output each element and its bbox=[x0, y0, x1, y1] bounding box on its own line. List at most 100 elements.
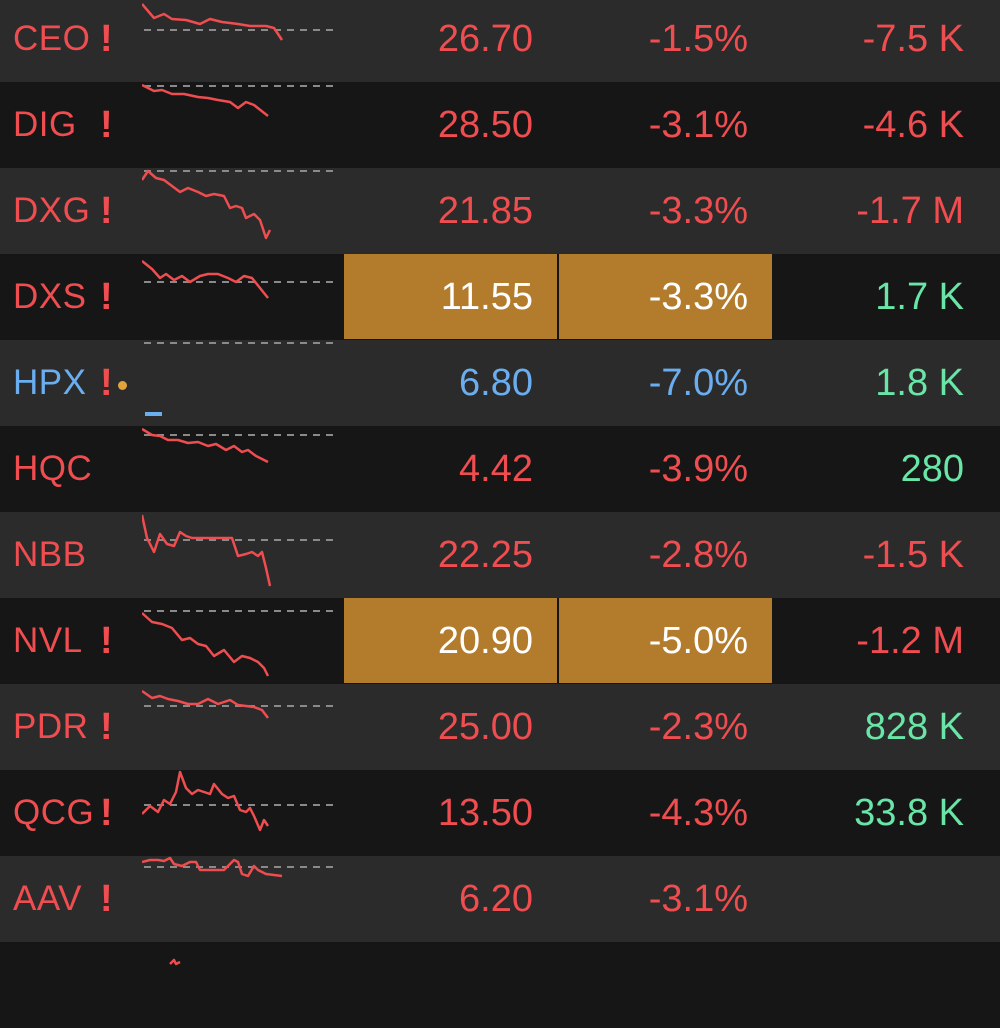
volume-value: 280 bbox=[900, 448, 964, 490]
sparkline-path bbox=[142, 856, 283, 878]
price-cell[interactable]: 13.50 bbox=[344, 770, 557, 855]
table-row[interactable]: HQC 4.42 -3.9% 280 bbox=[0, 426, 1000, 512]
percent-change-cell[interactable]: -3.3% bbox=[559, 168, 772, 253]
price-value: 11.55 bbox=[440, 276, 533, 318]
price-cell[interactable]: 11.55 bbox=[344, 254, 557, 339]
volume-cell[interactable]: 33.8 K bbox=[774, 770, 1000, 855]
percent-change-cell[interactable]: -3.1% bbox=[559, 82, 772, 167]
warning-exclamation-icon: ! bbox=[100, 878, 113, 920]
ticker-symbol[interactable]: HQC bbox=[13, 449, 93, 488]
price-cell[interactable]: 22.25 bbox=[344, 512, 557, 597]
symbol-cell[interactable]: DIG! bbox=[0, 82, 141, 167]
percent-change-value: -3.9% bbox=[648, 448, 748, 490]
symbol-cell[interactable]: DXG! bbox=[0, 168, 141, 253]
ticker-symbol[interactable]: DXG bbox=[13, 191, 91, 230]
sparkline-path bbox=[142, 689, 269, 719]
volume-cell[interactable]: -1.2 M bbox=[774, 598, 1000, 683]
symbol-cell[interactable]: PDR! bbox=[0, 684, 141, 769]
symbol-cell[interactable]: CEO! bbox=[0, 0, 141, 81]
sparkline-chart-icon bbox=[142, 0, 342, 81]
percent-change-cell[interactable]: -1.5% bbox=[559, 0, 772, 81]
table-row[interactable]: AAV! 6.20 -3.1% bbox=[0, 856, 1000, 942]
percent-change-cell[interactable]: -7.0% bbox=[559, 340, 772, 425]
table-row[interactable]: DXS! 11.55 -3.3% 1.7 K bbox=[0, 254, 1000, 340]
symbol-cell[interactable] bbox=[0, 942, 141, 1027]
volume-cell[interactable]: 1.7 K bbox=[774, 254, 1000, 339]
ticker-symbol[interactable]: DIG bbox=[13, 105, 77, 144]
volume-value: -4.6 K bbox=[862, 104, 964, 146]
sparkline-svg bbox=[142, 514, 338, 587]
percent-change-cell[interactable]: -4.3% bbox=[559, 770, 772, 855]
symbol-cell[interactable]: HPX! bbox=[0, 340, 141, 425]
volume-cell[interactable] bbox=[774, 942, 1000, 1027]
ticker-symbol[interactable]: DXS bbox=[13, 277, 87, 316]
ticker-symbol[interactable]: HPX bbox=[13, 363, 87, 402]
volume-cell[interactable]: 280 bbox=[774, 426, 1000, 511]
percent-change-cell[interactable]: -3.1% bbox=[559, 856, 772, 941]
ticker-symbol[interactable]: QCG bbox=[13, 793, 95, 832]
ticker-symbol[interactable]: PDR bbox=[13, 707, 89, 746]
sparkline-svg bbox=[142, 689, 338, 719]
volume-cell[interactable]: -4.6 K bbox=[774, 82, 1000, 167]
price-cell[interactable]: 26.70 bbox=[344, 0, 557, 81]
table-row[interactable]: QCG! 13.50 -4.3% 33.8 K bbox=[0, 770, 1000, 856]
volume-cell[interactable] bbox=[774, 856, 1000, 941]
volume-cell[interactable]: -7.5 K bbox=[774, 0, 1000, 81]
sparkline-svg bbox=[142, 610, 338, 677]
price-value: 22.25 bbox=[437, 534, 533, 576]
percent-change-cell[interactable]: -3.9% bbox=[559, 426, 772, 511]
price-cell[interactable]: 20.90 bbox=[344, 598, 557, 683]
percent-change-value: -3.1% bbox=[648, 104, 748, 146]
sparkline-chart-icon bbox=[142, 598, 342, 683]
symbol-cell[interactable]: NBB bbox=[0, 512, 141, 597]
warning-exclamation-icon: ! bbox=[100, 276, 113, 318]
volume-cell[interactable]: 1.8 K bbox=[774, 340, 1000, 425]
table-row[interactable] bbox=[0, 942, 1000, 1028]
price-cell[interactable]: 6.20 bbox=[344, 856, 557, 941]
ticker-symbol[interactable]: NBB bbox=[13, 535, 87, 574]
warning-exclamation-icon: ! bbox=[100, 18, 113, 60]
price-cell[interactable]: 21.85 bbox=[344, 168, 557, 253]
percent-change-cell[interactable] bbox=[559, 942, 772, 1027]
percent-change-value: -3.1% bbox=[648, 878, 748, 920]
percent-change-cell[interactable]: -5.0% bbox=[559, 598, 772, 683]
sparkline-chart-icon bbox=[142, 168, 342, 253]
sparkline-svg bbox=[142, 169, 338, 240]
volume-cell[interactable]: 828 K bbox=[774, 684, 1000, 769]
ticker-symbol[interactable]: CEO bbox=[13, 19, 91, 58]
ticker-symbol[interactable]: NVL bbox=[13, 621, 83, 660]
volume-value: -1.2 M bbox=[856, 620, 964, 662]
price-value: 25.00 bbox=[437, 706, 533, 748]
volume-value: -1.7 M bbox=[856, 190, 964, 232]
table-row[interactable]: DIG! 28.50 -3.1% -4.6 K bbox=[0, 82, 1000, 168]
ticker-symbol[interactable]: AAV bbox=[13, 879, 82, 918]
volume-value: 1.8 K bbox=[875, 362, 964, 404]
sparkline-svg bbox=[142, 427, 338, 464]
volume-cell[interactable]: -1.5 K bbox=[774, 512, 1000, 597]
price-cell[interactable]: 4.42 bbox=[344, 426, 557, 511]
percent-change-value: -1.5% bbox=[648, 18, 748, 60]
price-value: 4.42 bbox=[459, 448, 533, 490]
table-row[interactable]: PDR! 25.00 -2.3% 828 K bbox=[0, 684, 1000, 770]
price-cell[interactable]: 6.80 bbox=[344, 340, 557, 425]
table-row[interactable]: CEO! 26.70 -1.5% -7.5 K bbox=[0, 0, 1000, 82]
table-row[interactable]: DXG! 21.85 -3.3% -1.7 M bbox=[0, 168, 1000, 254]
symbol-cell[interactable]: HQC bbox=[0, 426, 141, 511]
sparkline-svg bbox=[142, 3, 338, 41]
symbol-cell[interactable]: NVL! bbox=[0, 598, 141, 683]
table-row[interactable]: HPX! 6.80 -7.0% 1.8 K bbox=[0, 340, 1000, 426]
volume-cell[interactable]: -1.7 M bbox=[774, 168, 1000, 253]
price-cell[interactable] bbox=[344, 942, 557, 1027]
price-cell[interactable]: 25.00 bbox=[344, 684, 557, 769]
symbol-cell[interactable]: AAV! bbox=[0, 856, 141, 941]
symbol-cell[interactable]: QCG! bbox=[0, 770, 141, 855]
symbol-cell[interactable]: DXS! bbox=[0, 254, 141, 339]
table-row[interactable]: NVL! 20.90 -5.0% -1.2 M bbox=[0, 598, 1000, 684]
volume-value: 828 K bbox=[864, 706, 964, 748]
percent-change-cell[interactable]: -3.3% bbox=[559, 254, 772, 339]
table-row[interactable]: NBB 22.25 -2.8% -1.5 K bbox=[0, 512, 1000, 598]
price-cell[interactable]: 28.50 bbox=[344, 82, 557, 167]
warning-exclamation-icon: ! bbox=[100, 706, 113, 748]
percent-change-cell[interactable]: -2.8% bbox=[559, 512, 772, 597]
percent-change-cell[interactable]: -2.3% bbox=[559, 684, 772, 769]
